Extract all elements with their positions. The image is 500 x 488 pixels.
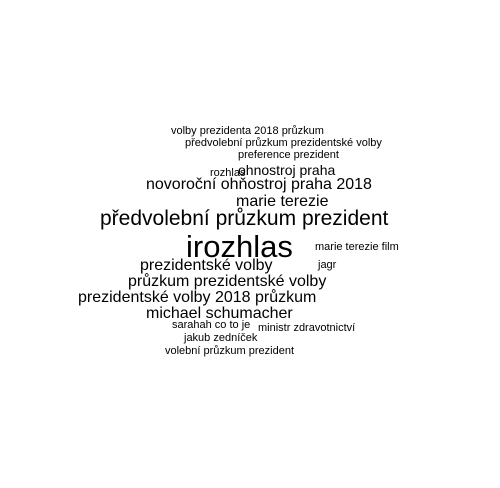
word-marie-terezie: marie terezie [236, 193, 329, 210]
word-predvolebni-pruzkum-prezident: předvolební průzkum prezident [100, 207, 389, 230]
word-volebni-pruzkum-prezident: volební průzkum prezident [165, 345, 295, 357]
word-marie-terezie-film: marie terezie film [315, 241, 399, 253]
word-novorocni-ohnostroj-praha-2018: novoroční ohňostroj praha 2018 [146, 176, 372, 193]
word-volby-prezidenta-2018-pruzkum: volby prezidenta 2018 průzkum [171, 125, 324, 137]
word-prezidentske-volby-2018-pruzkum: prezidentské volby 2018 průzkum [78, 289, 317, 306]
word-preference-prezident: preference prezident [238, 149, 339, 161]
word-sarahah-co-to-je: sarahah co to je [172, 319, 251, 331]
word-michael-schumacher: michael schumacher [146, 305, 293, 322]
word-predvolebni-pruzkum-prezidentske-volby: předvolební průzkum prezidentské volby [185, 137, 382, 149]
word-jakub-zednicek: jakub zedníček [184, 332, 258, 344]
word-irozhlas: irozhlas [186, 229, 293, 264]
word-rozhlas: rozhlas [210, 167, 246, 179]
word-prezidentske-volby: prezidentské volby [140, 257, 273, 274]
word-pruzkum-prezidentske-volby: průzkum prezidentské volby [128, 273, 327, 290]
word-ministr-zdravotnictvi: ministr zdravotnictví [258, 322, 356, 334]
word-ohnostroj-praha: ohnostroj praha [238, 162, 336, 178]
word-jagr: jagr [318, 259, 337, 271]
